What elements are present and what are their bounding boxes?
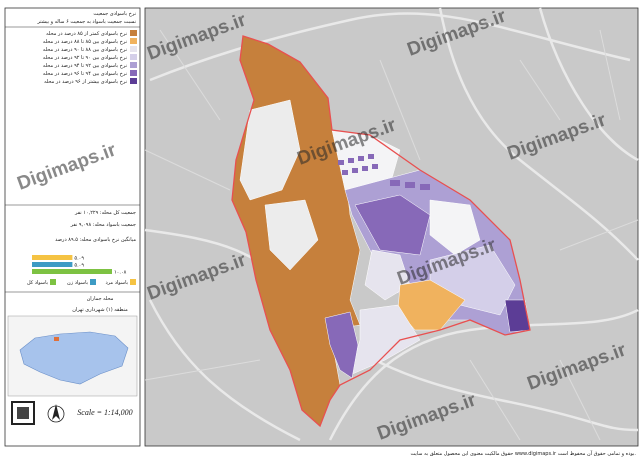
stat: جمعیت کل محله: ۱۰,۲۲۹ نفر bbox=[74, 210, 136, 216]
bar-label: ۱۰.۰۸ bbox=[114, 270, 127, 276]
bar-chart: ۵.۰۹۵.۰۹ ۱۰.۰۸ باسواد مرد باسواد زن باسواد ک… bbox=[27, 255, 136, 286]
scale: Scale = 1:14,000 bbox=[77, 408, 132, 417]
legend-swatch bbox=[130, 78, 137, 84]
north-arrow bbox=[52, 404, 60, 420]
area bbox=[429, 199, 481, 256]
legend-swatch bbox=[130, 62, 137, 68]
stat: میانگین نرخ باسوادی محله: ۸۹.۵ درصد bbox=[55, 236, 136, 243]
legend-label: نرخ باسوادی بیشتر از ۹۶ درصد در محله bbox=[44, 79, 127, 85]
stat: جمعیت باسواد محله: ۹,۰۹۸ نفر bbox=[70, 222, 136, 228]
bar bbox=[32, 255, 73, 260]
bar bbox=[32, 262, 73, 267]
boundary bbox=[231, 35, 531, 428]
legend-label: نرخ باسوادی بین ۹۰ تا ۹۲ درصد در محله bbox=[43, 55, 127, 61]
area bbox=[349, 304, 421, 376]
area bbox=[364, 249, 411, 301]
legend-swatch bbox=[130, 46, 137, 52]
legend-swatch bbox=[130, 30, 137, 36]
bar bbox=[32, 269, 112, 274]
area bbox=[324, 311, 359, 379]
legend-label: نرخ باسوادی بین ۸۵ تا ۸۸ درصد در محله bbox=[43, 39, 127, 45]
inset-city bbox=[19, 331, 129, 385]
key-swatch bbox=[130, 279, 136, 285]
key-swatch bbox=[50, 279, 56, 285]
legend: نرخ باسوادی کمتر از ۸۵ درصد در محله نرخ ب… bbox=[43, 30, 137, 85]
legend-swatch bbox=[130, 70, 137, 76]
legend-title: نرخ باسوادی جمعیت bbox=[93, 11, 136, 17]
key-label: باسواد مرد bbox=[105, 280, 128, 286]
location-subtitle: منطقه (۱) شهرداری تهران bbox=[72, 307, 128, 313]
key-label: باسواد زن bbox=[67, 280, 88, 286]
legend-label: نرخ باسوادی بین ۹۲ تا ۹۴ درصد در محله bbox=[43, 63, 127, 69]
legend-label: نرخ باسوادی کمتر از ۸۵ درصد در محله bbox=[46, 31, 127, 37]
key-swatch bbox=[90, 279, 96, 285]
area bbox=[354, 194, 431, 256]
legend-subtitle: نسبت جمعیت باسواد به جمعیت ۶ ساله و بیشت… bbox=[36, 19, 136, 25]
legend-swatch bbox=[130, 38, 137, 44]
streets bbox=[144, 29, 639, 441]
qr-code bbox=[17, 407, 29, 419]
bar-label: ۵.۰۹ bbox=[74, 263, 84, 269]
area bbox=[264, 199, 319, 271]
legend-swatch bbox=[130, 54, 137, 60]
location-title: محله جماران bbox=[87, 296, 114, 302]
blocks bbox=[338, 154, 430, 190]
legend-label: نرخ باسوادی بین ۹۴ تا ۹۶ درصد در محله bbox=[43, 71, 127, 77]
legend-label: نرخ باسوادی بین ۸۸ تا ۹۰ درصد در محله bbox=[43, 47, 127, 53]
north-arrow bbox=[47, 405, 65, 423]
footer: حقوق مالکیت معنوی این محصول متعلق به سای… bbox=[410, 450, 636, 457]
inset-highlight bbox=[54, 337, 59, 341]
bar-label: ۵.۰۹ bbox=[74, 256, 84, 262]
key-label: باسواد کل bbox=[27, 280, 48, 286]
area bbox=[239, 99, 301, 201]
